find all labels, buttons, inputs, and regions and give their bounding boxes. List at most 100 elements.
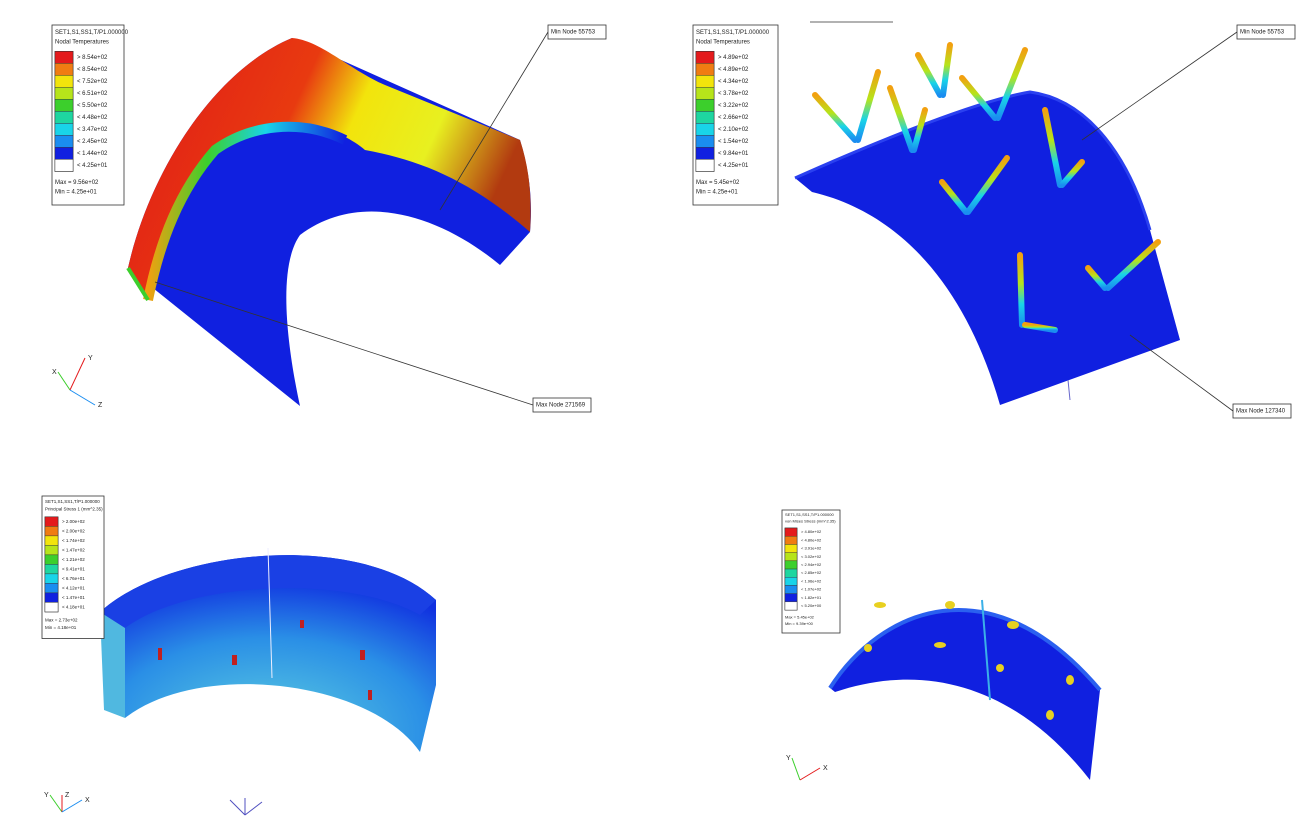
triad-label: X	[85, 797, 90, 804]
legend: SET1,S1,SS1,T/P1.000000 Nodal Temperature…	[692, 24, 779, 206]
legend-swatch	[784, 577, 798, 586]
max-value: Max = 5.45e+02	[785, 614, 815, 619]
legend-swatch	[54, 135, 74, 148]
legend-label: < 2.45e+02	[77, 139, 108, 145]
part-2	[794, 21, 1180, 405]
callout-label: Max Node 127340	[1236, 409, 1286, 415]
legend-swatch	[44, 592, 59, 603]
max-value: Max = 5.45e+02	[696, 180, 740, 186]
triad-label: Y	[786, 755, 791, 762]
legend: SET1,S1,SS1,T/P1.000000 von Mises Stress …	[781, 509, 841, 634]
callout-box	[1236, 24, 1296, 40]
min-value: Min = 4.18e+01	[45, 625, 77, 630]
legend-swatch	[44, 583, 59, 594]
triad-label: Z	[98, 402, 103, 409]
triad-icon	[229, 798, 263, 816]
triad-label: Z	[65, 792, 70, 799]
legend-label: < 6.51e+02	[77, 91, 108, 97]
legend-swatch	[695, 51, 715, 64]
part-4	[828, 599, 1102, 780]
min-value: Min = 9.39e+00	[785, 621, 814, 626]
callout-box	[547, 24, 607, 40]
triad-axis	[61, 799, 83, 813]
max-value: Max = 2.73e+02	[45, 618, 78, 623]
triad-axis	[49, 794, 63, 813]
legend-label: > 8.54e+02	[77, 55, 108, 61]
legend-swatch	[54, 87, 74, 100]
legend-label: < 3.47e+02	[77, 127, 108, 133]
triad-label: X	[823, 765, 828, 772]
legend-swatch	[695, 159, 715, 172]
legend-label: < 2.94e+02	[801, 562, 822, 567]
legend-label: < 1.96e+02	[801, 578, 822, 583]
legend-swatch	[54, 99, 74, 112]
triad-axis	[791, 757, 801, 781]
legend-label: > 2.00e+02	[62, 519, 85, 524]
legend-label: < 1.47e+01	[62, 595, 85, 600]
legend-swatch	[695, 111, 715, 124]
header-line: SET1,S1,SS1,T/P1.000000	[55, 30, 129, 36]
legend: SET1,S1,SS1,T/P1.000000 Nodal Temperature…	[51, 24, 129, 206]
legend-label: < 1.44e+02	[77, 151, 108, 157]
legend-label: < 5.20e+00	[801, 603, 822, 608]
legend-label: < 4.25e+01	[718, 163, 749, 169]
legend-swatch	[784, 601, 798, 611]
part-3	[100, 547, 436, 752]
legend-label: < 7.52e+02	[77, 79, 108, 85]
legend-swatch	[44, 526, 59, 537]
legend-swatch	[784, 585, 798, 594]
legend-label: < 2.85e+02	[801, 570, 822, 575]
callout-label: Min Node 55753	[551, 30, 596, 36]
min-value: Min = 4.25e+01	[696, 189, 738, 195]
legend-label: < 4.18e+01	[62, 604, 85, 609]
legend-label: < 4.48e+02	[77, 115, 108, 121]
legend-label: < 3.91e+02	[801, 546, 822, 551]
header-line: SET1,S1,SS1,T/P1.000000	[45, 499, 100, 504]
legend-swatch	[784, 527, 798, 537]
legend-label: < 4.12e+01	[62, 585, 85, 590]
legend-swatch	[695, 87, 715, 100]
callout-label: Min Node 55753	[1240, 30, 1285, 36]
triad-label: X	[52, 369, 57, 376]
legend-label: < 4.89e+02	[718, 67, 749, 73]
header-line: von Mises Stress (mm^2.35)	[785, 519, 836, 524]
legend-swatch	[784, 544, 798, 553]
legend-label: < 3.22e+02	[718, 103, 749, 109]
legend-label: < 1.21e+02	[62, 557, 85, 562]
legend-label: < 4.34e+02	[718, 79, 749, 85]
min-value: Min = 4.25e+01	[55, 189, 97, 195]
legend-label: < 3.02e+02	[801, 554, 822, 559]
header-line: Principal Stress 1 (mm^2.35)	[45, 506, 103, 511]
triad-label: Y	[88, 355, 93, 362]
triad-axis	[69, 357, 86, 391]
triad-axis	[57, 371, 71, 391]
legend-swatch	[695, 147, 715, 160]
legend-swatch	[44, 516, 59, 527]
legend-label: < 9.41e+01	[62, 566, 85, 571]
legend-label: < 6.76e+01	[62, 576, 85, 581]
legend-swatch	[44, 545, 59, 556]
callout-box	[1232, 403, 1292, 419]
legend-swatch	[44, 573, 59, 584]
legend-swatch	[54, 51, 74, 64]
callout-leader	[439, 31, 549, 211]
legend-swatch	[695, 135, 715, 148]
legend-label: < 5.50e+02	[77, 103, 108, 109]
legend-swatch	[784, 536, 798, 545]
legend-swatch	[44, 564, 59, 575]
legend-swatch	[695, 123, 715, 136]
legend-swatch	[784, 552, 798, 562]
legend-label: < 1.74e+02	[62, 538, 85, 543]
legend-swatch	[54, 111, 74, 124]
legend-swatch	[54, 123, 74, 136]
legend-label: > 4.80e+02	[801, 529, 822, 534]
callout-leader	[1081, 31, 1238, 141]
legend-swatch	[695, 75, 715, 88]
legend-label: < 2.66e+02	[718, 115, 749, 121]
legend-label: < 4.25e+01	[77, 163, 108, 169]
legend-swatch	[44, 602, 59, 613]
callout-leader	[154, 281, 534, 406]
max-value: Max = 9.56e+02	[55, 180, 99, 186]
legend-label: > 4.89e+02	[718, 55, 749, 61]
triad-label: Y	[44, 792, 49, 799]
